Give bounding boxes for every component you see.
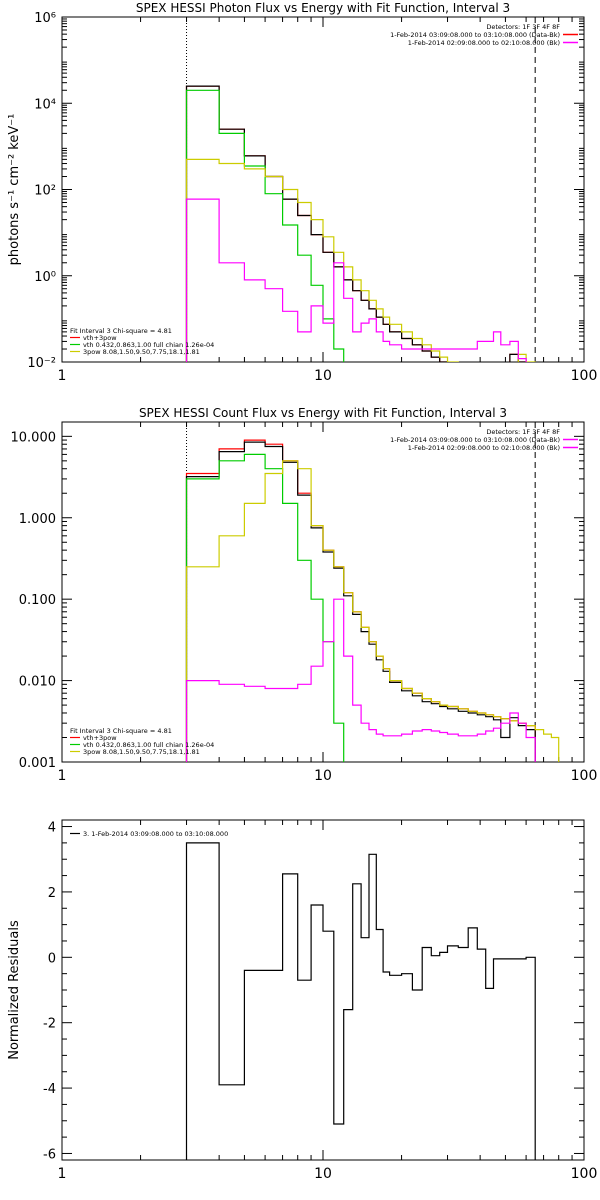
residuals-plot-frame: [61, 819, 585, 1161]
photon-title: SPEX HESSI Photon Flux vs Energy with Fi…: [136, 1, 510, 15]
count-legend-left-text: vth+3pow: [83, 734, 117, 742]
residuals-series-0-line: [185, 842, 536, 1160]
count-legend-left-text: vth 0.432,0.863,1.00 full chian 1.26e-04: [83, 741, 214, 749]
photon-legend-right-text: 1-Feb-2014 02:09:08.000 to 02:10:08.000 …: [408, 39, 560, 47]
count-y-tick-label: 1.000: [19, 512, 56, 527]
photon-legend-right-text: Detectors: 1F 3F 4F 8F: [486, 23, 560, 31]
count-panel: SPEX HESSI Count Flux vs Energy with Fit…: [11, 406, 598, 784]
count-x-tick-label: 10: [314, 768, 332, 784]
photon-series-3-line: [185, 158, 536, 362]
count-x-tick-label: 1: [58, 768, 67, 784]
residuals-x-tick-label: 10: [314, 1166, 332, 1182]
photon-y-tick-label: 10²: [34, 184, 56, 199]
residuals-x-tick-label: 1: [58, 1166, 67, 1182]
photon-x-tick-label: 1: [58, 368, 67, 384]
photon-y-tick-label: 10⁻²: [27, 356, 56, 371]
count-series-3-line: [185, 460, 560, 762]
count-legend-left-text: 3pow 8.08,1.50,9.50,7.75,18.1,1.81: [83, 748, 200, 756]
residuals-y-tick-label: -4: [43, 1082, 56, 1097]
count-y-tick-label: 10.000: [11, 430, 57, 445]
photon-legend-left-text: 3pow 8.08,1.50,9.50,7.75,18.1,1.81: [83, 348, 200, 356]
photon-series-0-line: [185, 85, 527, 362]
residuals-series-group: [185, 842, 536, 1160]
photon-series-1-line: [185, 85, 527, 362]
photon-legend-left-text: vth 0.432,0.863,1.00 full chian 1.26e-04: [83, 341, 214, 349]
photon-y-tick-label: 10⁴: [34, 97, 56, 112]
photon-x-tick-label: 10: [314, 368, 332, 384]
count-y-tick-label: 0.010: [19, 675, 56, 690]
photon-legend-left-text: Fit Interval 3 Chi-square = 4.81: [70, 327, 172, 335]
count-legend-left-text: Fit Interval 3 Chi-square = 4.81: [70, 727, 172, 735]
photon-series-2-line: [185, 89, 345, 362]
count-y-tick-label: 0.001: [19, 756, 56, 771]
photon-legend-right-text: 1-Feb-2014 03:09:08.000 to 03:10:08.000 …: [390, 31, 560, 39]
residuals-y-tick-label: 4: [48, 821, 56, 836]
count-y-tick-label: 0.100: [19, 593, 56, 608]
residuals-legend-left-text: 3. 1-Feb-2014 03:09:08.000 to 03:10:08.0…: [83, 830, 228, 838]
residuals-x-tick-label: 100: [571, 1166, 598, 1182]
count-legend-right-text: Detectors: 1F 3F 4F 8F: [486, 428, 560, 436]
count-x-tick-label: 100: [571, 768, 598, 784]
residuals-y-tick-label: 0: [48, 951, 56, 966]
residuals-panel: Normalized Residuals 1 10 100 -6 -4 -2 0 2 4 3. 1-…: [7, 819, 598, 1182]
count-series-2-line: [185, 453, 345, 762]
count-title: SPEX HESSI Count Flux vs Energy with Fit…: [139, 406, 507, 420]
residuals-ylabel: Normalized Residuals: [7, 920, 22, 1060]
photon-series-4-line: [185, 198, 527, 362]
residuals-y-tick-label: -6: [43, 1147, 56, 1162]
count-series-4-line: [185, 598, 536, 762]
photon-series-group: [185, 85, 536, 362]
photon-y-tick-label: 10⁶: [34, 11, 56, 26]
count-series-group: [185, 439, 560, 762]
residuals-y-tick-label: 2: [48, 886, 56, 901]
count-series-1-line: [185, 441, 536, 762]
count-plot-frame: [61, 421, 585, 763]
count-legend-right-text: 1-Feb-2014 02:09:08.000 to 02:10:08.000 …: [408, 444, 560, 452]
photon-x-tick-label: 100: [571, 368, 598, 384]
count-legend-right-text: 1-Feb-2014 03:09:08.000 to 03:10:08.000 …: [390, 436, 560, 444]
photon-legend-left-text: vth+3pow: [83, 334, 117, 342]
residuals-y-tick-label: -2: [43, 1017, 56, 1032]
photon-ylabel: photons s⁻¹ cm⁻² keV⁻¹: [7, 114, 22, 266]
photon-panel: SPEX HESSI Photon Flux vs Energy with Fi…: [7, 1, 597, 384]
photon-y-tick-label: 10⁰: [34, 270, 56, 285]
